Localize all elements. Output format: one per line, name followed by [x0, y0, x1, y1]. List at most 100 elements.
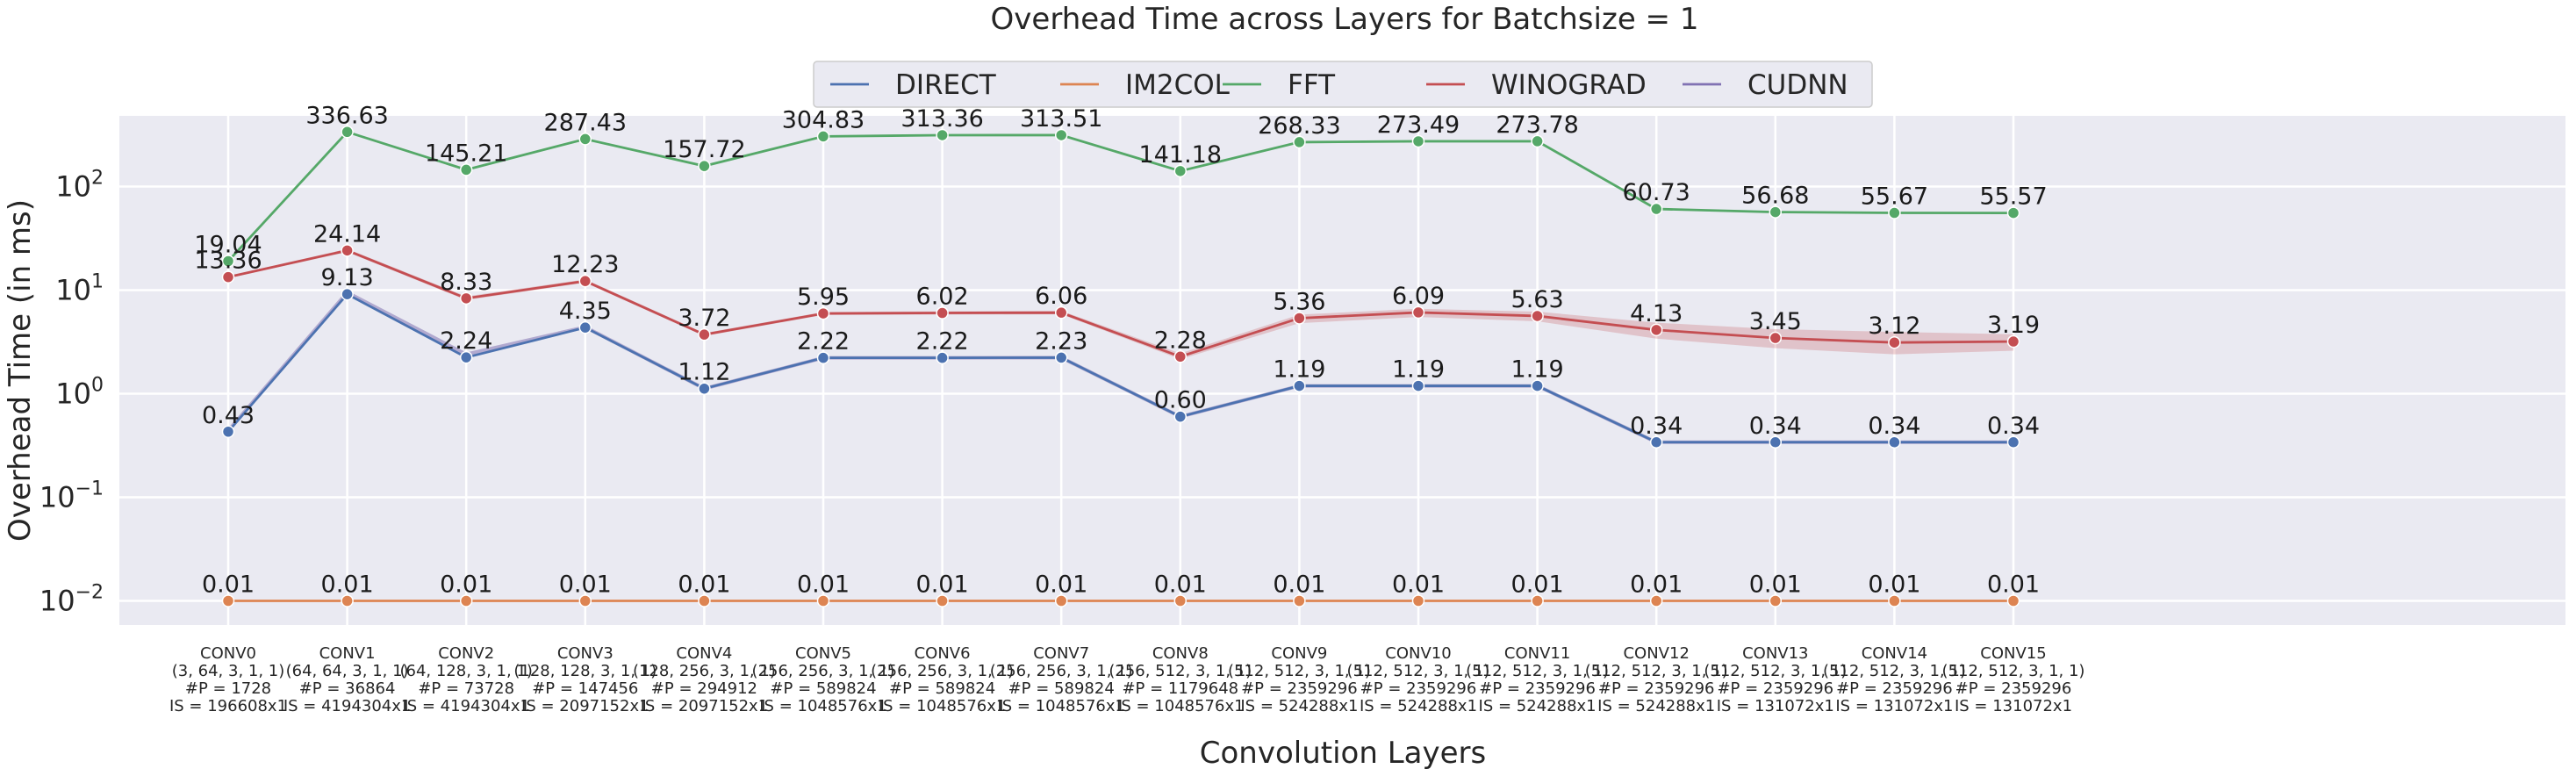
data-label-fft: 141.18 [1139, 141, 1222, 169]
data-label-winograd: 3.19 [1987, 312, 2040, 339]
x-tick-label: CONV7 [1033, 644, 1089, 663]
x-tick-label: (256, 256, 3, 1, 1) [871, 662, 1014, 680]
point-fft [1769, 205, 1783, 219]
point-im2col [341, 594, 354, 607]
x-tick-label: CONV11 [1504, 644, 1570, 663]
point-fft [221, 255, 235, 268]
x-tick-label: (512, 512, 3, 1, 1) [1704, 662, 1847, 680]
data-label-winograd: 5.36 [1273, 288, 1325, 315]
data-label-fft: 268.33 [1258, 112, 1340, 140]
data-label-direct: 2.24 [440, 327, 492, 355]
x-tick-label: (64, 128, 3, 1, 1) [399, 662, 532, 680]
y-tick-label: 100 [55, 375, 104, 411]
point-winograd [341, 244, 354, 257]
x-tick-label: CONV1 [319, 644, 376, 663]
point-direct [2006, 435, 2020, 449]
point-winograd [1888, 335, 1901, 349]
x-tick-label: #P = 2359296 [1717, 679, 1833, 698]
point-winograd [1293, 312, 1306, 325]
point-fft [936, 128, 949, 142]
point-direct [459, 350, 473, 364]
x-tick-label: (512, 512, 3, 1, 1) [1585, 662, 1728, 680]
data-label-fft: 287.43 [544, 109, 627, 136]
x-tick-label: (3, 64, 3, 1, 1) [172, 662, 285, 680]
legend-label-cudnn: CUDNN [1747, 69, 1848, 101]
x-tick-label: (64, 64, 3, 1, 1) [286, 662, 409, 680]
plot-area [119, 116, 2565, 625]
point-im2col [936, 594, 949, 607]
point-direct [698, 382, 711, 395]
x-tick-label: IS = 524288x1 [1360, 697, 1477, 715]
data-label-fft: 273.78 [1496, 111, 1578, 139]
data-label-im2col: 0.01 [1273, 571, 1325, 599]
x-tick-label: IS = 524288x1 [1597, 697, 1715, 715]
x-tick-label: IS = 1048576x1 [879, 697, 1007, 715]
legend-box [813, 61, 1873, 108]
point-direct [1769, 435, 1783, 449]
point-im2col [1888, 594, 1901, 607]
x-tick-label: #P = 589824 [889, 679, 995, 698]
point-winograd [221, 270, 235, 284]
point-direct [1173, 410, 1188, 423]
x-tick-label: #P = 2359296 [1955, 679, 2072, 698]
data-label-winograd: 24.14 [313, 220, 381, 248]
x-tick-label: CONV14 [1862, 644, 1927, 663]
point-direct [578, 320, 592, 334]
data-label-im2col: 0.01 [1987, 571, 2040, 599]
data-label-winograd: 6.09 [1392, 283, 1445, 310]
x-tick-label: IS = 1048576x1 [759, 697, 887, 715]
data-label-direct: 0.43 [202, 402, 255, 429]
data-label-fft: 145.21 [425, 140, 507, 167]
point-im2col [578, 594, 592, 607]
point-fft [816, 130, 830, 143]
point-fft [341, 126, 354, 139]
x-tick-label: (128, 256, 3, 1, 1) [633, 662, 776, 680]
legend-label-fft: FFT [1288, 69, 1336, 101]
point-im2col [698, 594, 711, 607]
data-label-im2col: 0.01 [1035, 571, 1087, 599]
x-tick-label: #P = 2359296 [1360, 679, 1477, 698]
x-tick-label: #P = 147456 [532, 679, 638, 698]
data-label-fft: 55.67 [1861, 183, 1928, 211]
x-tick-label: IS = 4194304x1 [283, 697, 412, 715]
point-winograd [578, 274, 592, 288]
data-label-direct: 0.34 [1987, 413, 2040, 440]
x-tick-label: #P = 589824 [770, 679, 876, 698]
data-label-direct: 1.19 [1392, 356, 1445, 384]
x-tick-label: CONV12 [1623, 644, 1689, 663]
data-label-winograd: 6.02 [916, 284, 969, 311]
data-label-winograd: 3.72 [678, 305, 730, 332]
x-tick-label: #P = 294912 [651, 679, 757, 698]
point-direct [1411, 379, 1425, 392]
x-tick-label: (512, 512, 3, 1, 1) [1823, 662, 1966, 680]
x-tick-label: #P = 1728 [185, 679, 271, 698]
legend-label-im2col: IM2COL [1125, 69, 1231, 101]
data-label-direct: 1.19 [1511, 356, 1564, 384]
y-axis-label: Overhead Time (in ms) [3, 199, 38, 542]
data-label-im2col: 0.01 [321, 571, 374, 599]
x-tick-label: CONV10 [1385, 644, 1451, 663]
x-tick-label: CONV8 [1152, 644, 1209, 663]
data-label-fft: 60.73 [1623, 179, 1690, 206]
x-tick-label: #P = 2359296 [1598, 679, 1715, 698]
data-label-direct: 2.22 [797, 328, 850, 356]
point-im2col [459, 594, 473, 607]
legend: DIRECT IM2COL FFT WINOGRAD CUDNN [813, 61, 1873, 108]
point-im2col [1173, 594, 1188, 607]
data-label-im2col: 0.01 [1868, 571, 1920, 599]
point-im2col [1769, 594, 1783, 607]
data-label-winograd: 8.33 [440, 269, 492, 296]
confidence-bands [228, 248, 2013, 360]
point-fft [1293, 135, 1306, 149]
data-label-im2col: 0.01 [1749, 571, 1802, 599]
x-tick-label: CONV3 [557, 644, 614, 663]
series-points [221, 126, 2020, 607]
data-label-direct: 0.34 [1749, 413, 1802, 440]
data-label-direct: 0.60 [1154, 387, 1207, 414]
point-im2col [1293, 594, 1306, 607]
x-tick-label: CONV2 [438, 644, 494, 663]
point-winograd [459, 291, 473, 305]
data-label-direct: 4.35 [559, 298, 612, 325]
point-direct [1888, 435, 1901, 449]
